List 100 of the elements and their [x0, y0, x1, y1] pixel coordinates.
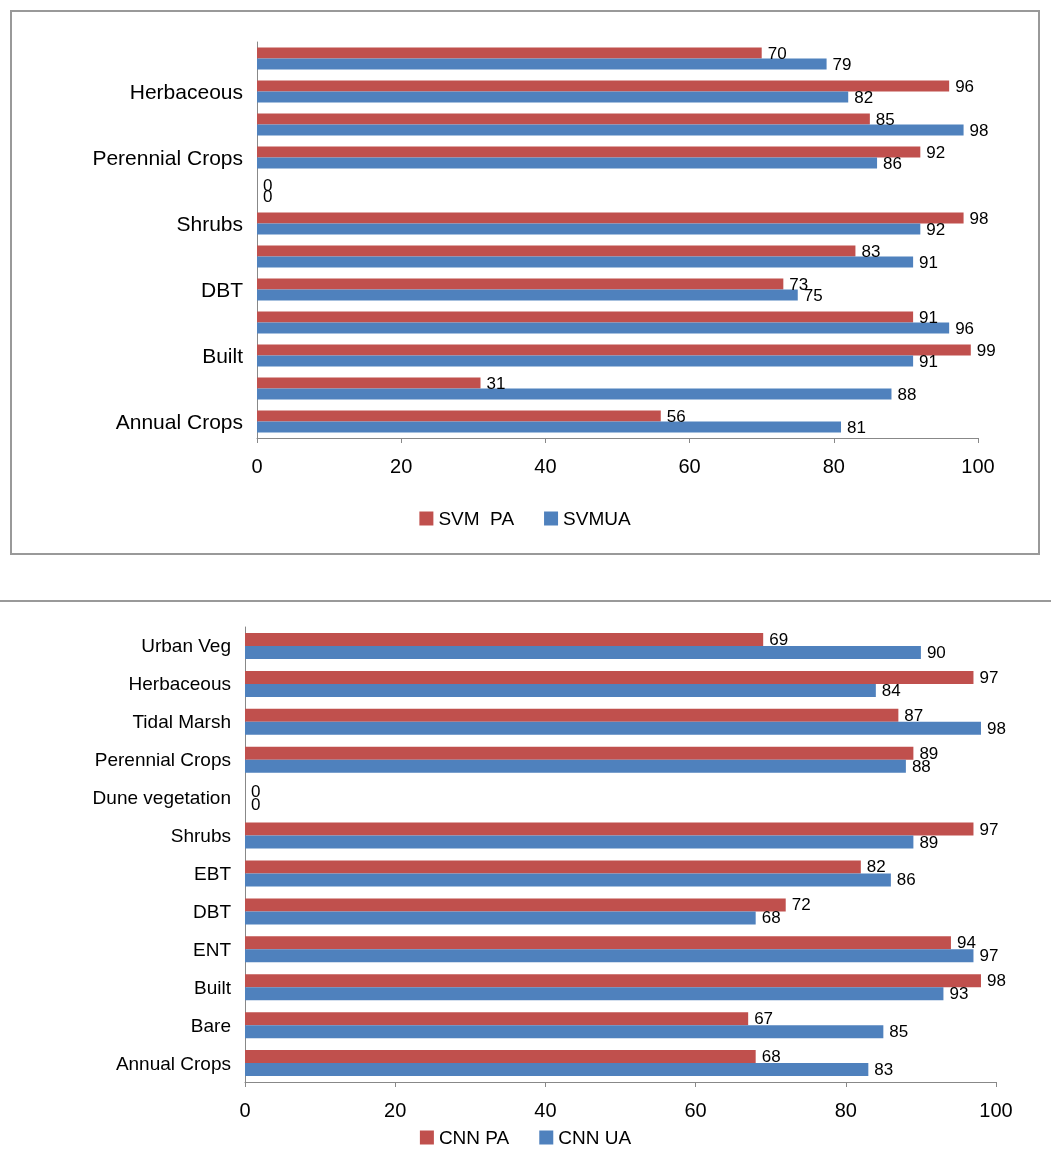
data-label: 98	[969, 208, 989, 228]
legend-label: CNN UA	[558, 1127, 632, 1148]
y-tick-label: Urban Veg	[141, 635, 231, 657]
data-label: 83	[861, 241, 881, 261]
x-tick-label: 60	[678, 455, 701, 477]
bar	[257, 421, 842, 433]
bar	[245, 1025, 884, 1039]
x-tick-label: 80	[822, 455, 845, 477]
y-tick-label: EBT	[194, 862, 232, 884]
y-tick-label: ENT	[193, 938, 232, 960]
x-tick-label: 100	[979, 1099, 1013, 1121]
legend-label: SVMUA	[563, 508, 631, 529]
data-label: 92	[926, 142, 946, 162]
data-label: 93	[949, 984, 969, 1004]
data-label: 82	[854, 87, 874, 107]
bar	[245, 670, 974, 684]
data-label: 79	[832, 54, 852, 74]
data-label: 94	[956, 933, 976, 953]
data-label: 86	[883, 153, 902, 173]
y-tick-label: DBT	[193, 900, 232, 922]
y-tick-label: Built	[194, 976, 232, 998]
data-label: 67	[754, 1009, 774, 1029]
y-tick-label: Bare	[190, 1014, 231, 1036]
bar	[245, 949, 974, 963]
bar	[245, 987, 944, 1001]
data-label: 68	[761, 1047, 781, 1067]
x-tick-label: 100	[961, 455, 995, 477]
data-label: 97	[979, 667, 999, 687]
data-label: 85	[889, 1022, 909, 1042]
y-tick-label: Dune vegetation	[92, 787, 231, 809]
data-label: 69	[769, 629, 789, 649]
bar	[245, 759, 906, 773]
bar	[257, 80, 950, 92]
bar	[257, 322, 950, 334]
bar	[257, 124, 964, 136]
bar	[245, 632, 764, 646]
bar	[245, 911, 756, 925]
bar	[257, 278, 784, 290]
bar	[257, 223, 921, 235]
bar	[257, 311, 914, 323]
y-tick-label: Annual Crops	[115, 1052, 231, 1074]
bar	[257, 157, 878, 169]
bar	[257, 47, 762, 59]
x-tick-label: 20	[390, 455, 413, 477]
y-tick-label: Herbaceous	[128, 673, 231, 695]
data-label: 91	[919, 351, 939, 371]
data-label: 84	[881, 680, 901, 700]
data-label: 96	[955, 76, 975, 96]
bar	[257, 388, 892, 400]
data-label: 96	[955, 318, 975, 338]
data-label: 97	[979, 819, 999, 839]
bar	[257, 256, 914, 268]
bar	[257, 377, 481, 389]
legend-label: CNN PA	[438, 1127, 510, 1148]
bar	[245, 746, 914, 760]
bar	[245, 708, 899, 722]
bar	[245, 1050, 756, 1064]
bar	[257, 212, 964, 224]
data-label: 91	[919, 252, 939, 272]
bar	[257, 245, 856, 257]
data-label: 92	[926, 219, 946, 239]
data-label: 88	[897, 384, 917, 404]
bar	[245, 936, 951, 950]
y-tick-label: Tidal Marsh	[132, 711, 231, 733]
data-label: 98	[969, 120, 989, 140]
bar	[245, 1063, 869, 1077]
x-tick-label: 0	[251, 455, 263, 477]
bar	[257, 113, 870, 125]
y-tick-label: Perennial Crops	[92, 146, 243, 169]
bar	[257, 410, 661, 422]
bar	[257, 146, 921, 158]
data-label: 85	[875, 109, 895, 129]
data-label: 86	[896, 870, 916, 890]
data-label: 98	[986, 971, 1006, 991]
data-label: 70	[767, 43, 787, 63]
data-label: 31	[486, 373, 506, 393]
bar	[245, 860, 861, 874]
bar	[245, 645, 921, 659]
x-tick-label: 0	[239, 1099, 251, 1121]
bar	[245, 1012, 749, 1026]
y-tick-label: Herbaceous	[129, 80, 243, 103]
y-tick-label: Shrubs	[176, 212, 243, 235]
data-label: 56	[666, 406, 686, 426]
legend-label: SVM PA	[438, 508, 515, 529]
x-tick-label: 20	[384, 1099, 407, 1121]
bar	[257, 58, 827, 70]
bar	[245, 898, 786, 912]
data-label: 87	[904, 705, 924, 725]
bar	[245, 873, 891, 887]
data-label: 82	[866, 857, 886, 877]
bar	[257, 355, 914, 367]
bar	[257, 289, 798, 301]
bar	[245, 822, 974, 836]
y-tick-label: DBT	[201, 278, 244, 301]
data-label: 90	[926, 642, 946, 662]
bar	[257, 91, 849, 103]
data-label: 91	[919, 307, 939, 327]
x-tick-label: 60	[684, 1099, 707, 1121]
bar	[257, 344, 971, 356]
data-label: 72	[791, 895, 811, 915]
